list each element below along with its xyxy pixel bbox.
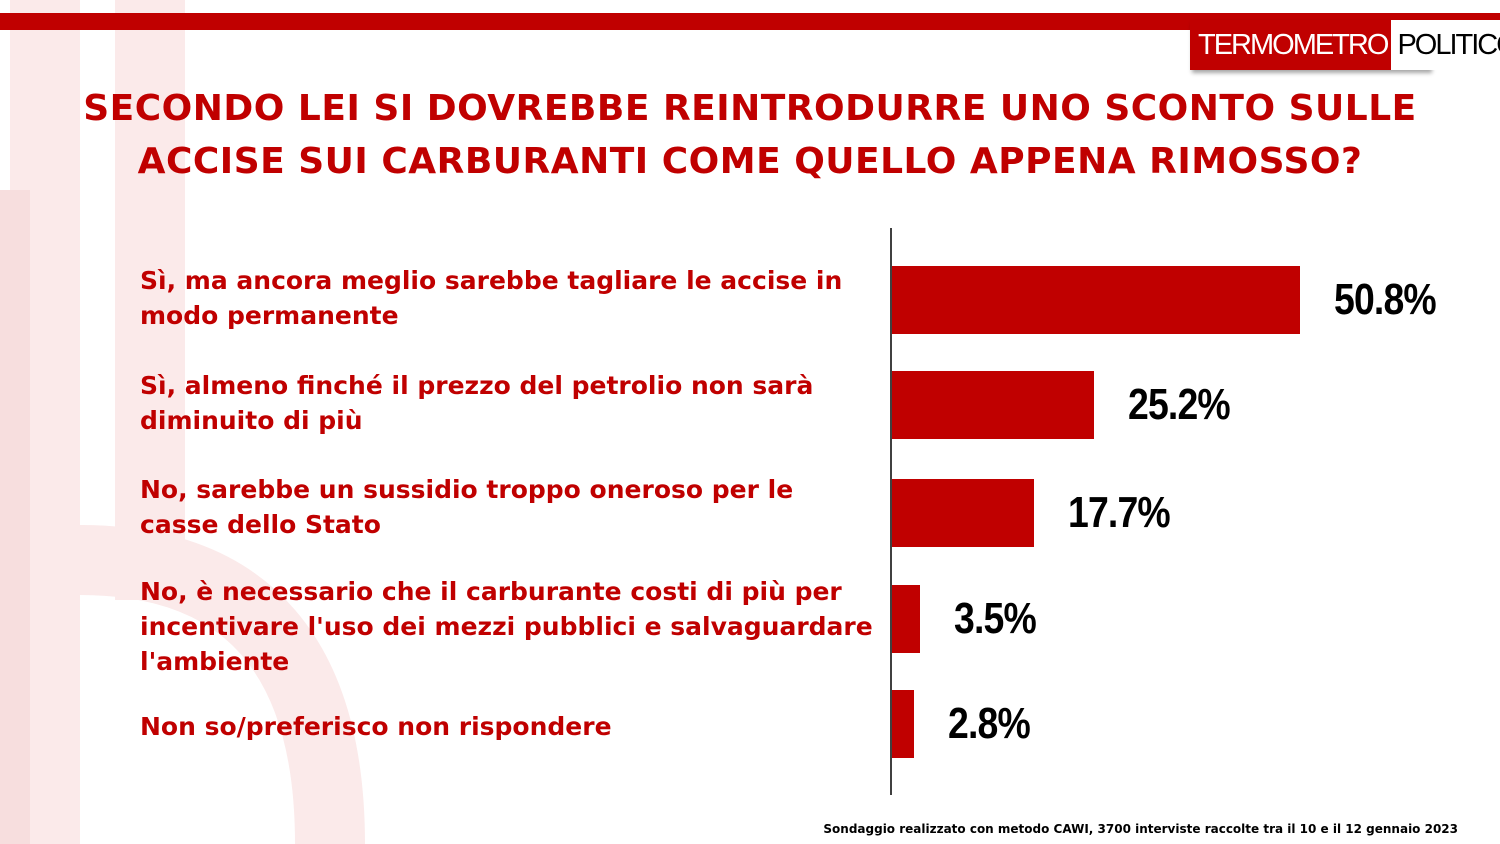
category-label-5: Non so/preferisco non rispondere xyxy=(140,712,612,741)
value-label-4: 3.5% xyxy=(954,594,1037,643)
chart-title: SECONDO LEI SI DOVREBBE REINTRODURRE UNO… xyxy=(83,88,1417,182)
bar-5 xyxy=(892,690,914,758)
category-label-2: Sì, almeno finché il prezzo del petrolio… xyxy=(140,371,814,435)
value-label-1: 50.8% xyxy=(1334,275,1437,324)
bar-4 xyxy=(892,585,920,653)
category-label-3: No, sarebbe un sussidio troppo oneroso p… xyxy=(140,475,794,539)
value-label-3: 17.7% xyxy=(1068,488,1171,537)
termometro-politico-logo: TERMOMETRO POLITICO xyxy=(1190,20,1500,70)
value-label-2: 25.2% xyxy=(1128,380,1231,429)
bar-2 xyxy=(892,371,1094,439)
y-axis-line xyxy=(890,228,892,795)
category-label-1: Sì, ma ancora meglio sarebbe tagliare le… xyxy=(140,266,843,330)
category-label-4: No, è necessario che il carburante costi… xyxy=(140,577,873,676)
value-label-5: 2.8% xyxy=(948,699,1031,748)
bar-3 xyxy=(892,479,1034,547)
footnote: Sondaggio realizzato con metodo CAWI, 37… xyxy=(823,822,1458,836)
bar-1 xyxy=(892,266,1300,334)
top-red-bar xyxy=(0,13,1500,30)
logo-part-termometro: TERMOMETRO xyxy=(1190,20,1392,70)
logo-part-politico: POLITICO xyxy=(1391,20,1500,70)
